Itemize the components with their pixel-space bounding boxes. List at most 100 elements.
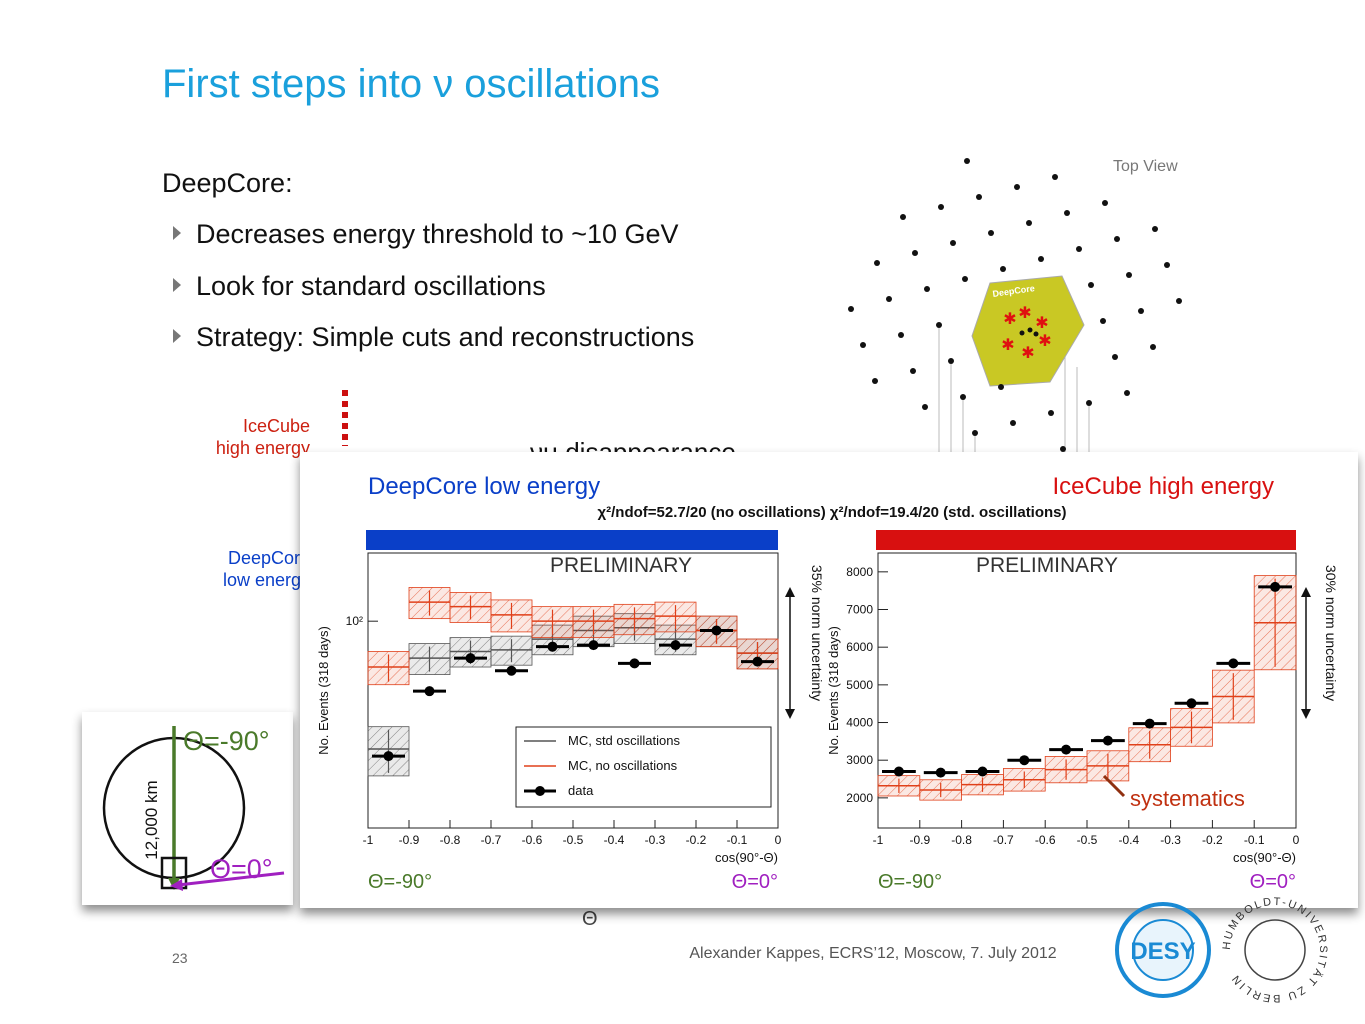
- string-dot: [874, 260, 880, 266]
- y-axis-label: No. Events (318 days): [316, 626, 331, 755]
- string-dot: [1164, 262, 1170, 268]
- x-tick-label: -0.4: [604, 833, 625, 847]
- x-tick-label: -0.5: [1077, 833, 1098, 847]
- x-axis-label: cos(90°-Θ): [1233, 850, 1296, 865]
- legend-swatch-point: [535, 786, 545, 796]
- data-point: [1019, 755, 1030, 766]
- string-dot: [912, 250, 918, 256]
- data-point: [1270, 581, 1281, 592]
- legend-entry: data: [568, 783, 594, 798]
- data-point: [383, 751, 394, 762]
- page-number: 23: [172, 950, 188, 966]
- x-tick-label: -0.2: [686, 833, 707, 847]
- data-point: [977, 766, 988, 777]
- horizontal-arrow: [177, 871, 285, 887]
- bullet: Look for standard oscillations: [196, 271, 546, 301]
- legend-entry: MC, no oscillations: [568, 758, 678, 773]
- x-tick-label: -0.7: [481, 833, 502, 847]
- x-tick-label: 0: [775, 833, 782, 847]
- y-tick-label: 6000: [846, 640, 873, 654]
- string-dot: [1026, 220, 1032, 226]
- earth-box: [82, 712, 293, 905]
- string-dot: [860, 342, 866, 348]
- string-dot: [1088, 282, 1094, 288]
- data-point: [1144, 718, 1155, 729]
- deepcore-string: ✱: [1018, 305, 1031, 322]
- string-dot: [1114, 236, 1120, 242]
- data-point: [588, 640, 599, 651]
- arrow-head: [1301, 587, 1311, 597]
- x-end-label: Θ=-90°: [368, 871, 432, 893]
- string-dot: [948, 358, 954, 364]
- bullet-marker: [173, 329, 181, 343]
- legend-entry: MC, std oscillations: [568, 733, 680, 748]
- bullet-marker: [173, 226, 181, 240]
- desy-logo-core: [1132, 919, 1194, 981]
- arrow-head: [785, 587, 795, 597]
- theta-symbol: Θ: [582, 908, 598, 930]
- data-point: [629, 658, 640, 669]
- data-point: [465, 653, 476, 664]
- string-dot: [950, 240, 956, 246]
- histogram-chart: IceCube high energy PRELIMINARY -1 -0.9 -0.8…: [826, 473, 1339, 893]
- humboldt-logo-ring: [1244, 919, 1306, 981]
- x-tick-label: -0.3: [1160, 833, 1181, 847]
- string-dot: [1112, 354, 1118, 360]
- string-dot: [1014, 184, 1020, 190]
- x-tick-label: -0.2: [1202, 833, 1223, 847]
- string-dot: [1048, 410, 1054, 416]
- histogram-chart: DeepCore low energy PRELIMINARY -1 -0.9 -0.8…: [316, 473, 825, 893]
- desy-logo-text: DESY: [1130, 938, 1195, 965]
- arrow-head: [785, 709, 795, 719]
- string-dot: [1027, 327, 1033, 333]
- y-tick-label: 5000: [846, 678, 873, 692]
- data-point: [893, 766, 904, 777]
- side-note: 30% norm uncertainty: [1323, 565, 1339, 701]
- data-point: [1061, 744, 1072, 755]
- data-point: [1186, 698, 1197, 709]
- intro: DeepCore:: [162, 168, 293, 198]
- string-dot: [988, 230, 994, 236]
- string-dot: [938, 204, 944, 210]
- deepcore-string: ✱: [1021, 345, 1034, 362]
- deepcore-string: ✱: [1003, 311, 1016, 328]
- chart-title: DeepCore low energy: [368, 473, 600, 500]
- watermark: PRELIMINARY: [976, 554, 1118, 577]
- arrow-head: [170, 879, 183, 891]
- string-dot: [1033, 331, 1039, 337]
- x-tick-label: -0.3: [645, 833, 666, 847]
- data-point: [506, 665, 517, 676]
- string-dot: [1038, 256, 1044, 262]
- x-tick-label: -1: [363, 833, 374, 847]
- data-point: [547, 641, 558, 652]
- deepcore-string: ✱: [1038, 333, 1051, 350]
- x-axis-label: cos(90°-Θ): [715, 850, 778, 865]
- x-tick-label: -0.9: [399, 833, 420, 847]
- footer-credit: Alexander Kappes, ECRS’12, Moscow, 7. Ju…: [689, 945, 1056, 962]
- data-point: [935, 767, 946, 778]
- string-dot: [972, 430, 978, 436]
- header-bar: [876, 530, 1296, 550]
- legend-box: [515, 726, 772, 808]
- icecube-label: high energy: [216, 438, 310, 458]
- string-dot: [872, 378, 878, 384]
- side-note: 35% norm uncertainty: [809, 565, 825, 701]
- string-dot: [1124, 390, 1130, 396]
- string-dot: [898, 332, 904, 338]
- x-tick-label: -0.8: [951, 833, 972, 847]
- overlay-box: [300, 452, 1358, 908]
- data-point: [670, 640, 681, 651]
- string-dot: [1100, 318, 1106, 324]
- y-tick-label: 7000: [846, 603, 873, 617]
- icecube-label: IceCube: [243, 416, 310, 436]
- string-dot: [1060, 446, 1066, 452]
- string-dot: [1176, 298, 1182, 304]
- string-dot: [936, 322, 942, 328]
- callout: systematics: [1130, 786, 1245, 811]
- earth-panel: Θ=-90° Θ=0° 12,000 km: [82, 712, 293, 905]
- zenith-bottom: Θ=0°: [210, 854, 273, 884]
- deepcore-label: DeepCore: [228, 548, 310, 568]
- x-tick-label: -0.6: [1035, 833, 1056, 847]
- deepcore-label: low energy: [223, 570, 310, 590]
- data-point: [752, 656, 763, 667]
